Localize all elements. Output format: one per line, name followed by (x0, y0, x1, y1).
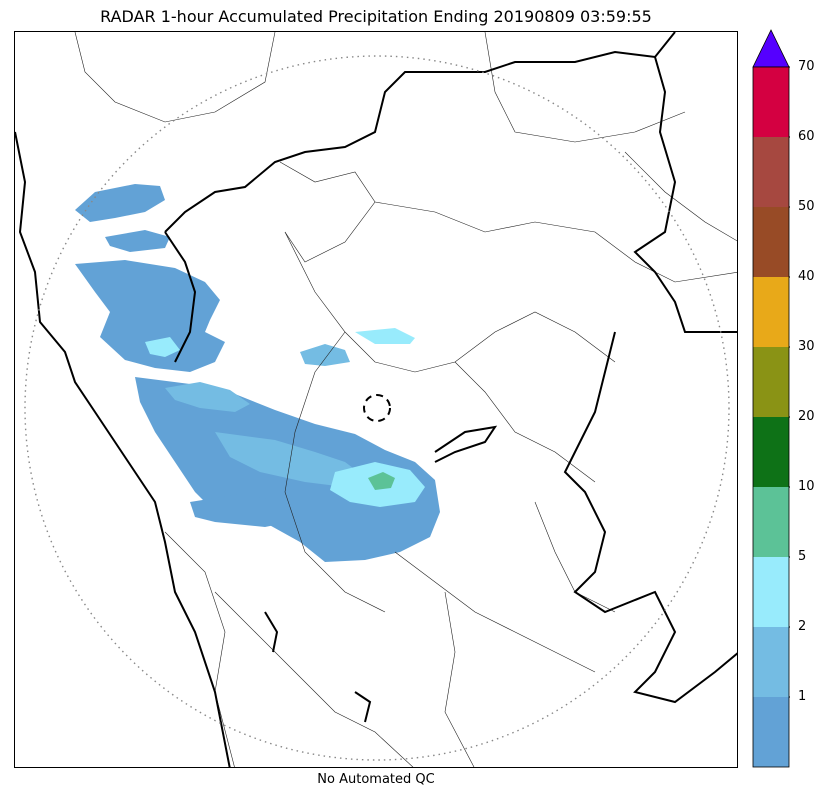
state-boundaries (15, 32, 737, 767)
colorbar-bin (753, 627, 789, 697)
colorbar-tick-label: 40 (798, 269, 815, 284)
radar-site-marker (363, 394, 391, 422)
colorbar-bin (753, 137, 789, 207)
colorbar-overflow-arrow (752, 29, 790, 68)
rain-band-southwest (190, 494, 300, 527)
colorbar-bin (753, 557, 789, 627)
colorbar-tick-label: 60 (798, 129, 815, 144)
colorbar-bin (753, 207, 789, 277)
rain-scatter-north (300, 344, 350, 366)
colorbar-bin (753, 417, 789, 487)
precipitation-layer (75, 184, 440, 562)
colorbar-tick-label: 10 (798, 479, 815, 494)
rain-band-west (75, 260, 225, 372)
rain-streak-south (255, 502, 315, 518)
rain-core-west (145, 337, 180, 357)
colorbar-tick-label: 2 (798, 619, 807, 634)
colorbar-bin (753, 347, 789, 417)
map-canvas (15, 32, 737, 767)
district-boundaries (74, 32, 737, 767)
colorbar-tick-label: 5 (798, 549, 807, 564)
rain-scatter-east (355, 328, 415, 344)
colorbar-bin (753, 697, 789, 767)
radar-range-ring (24, 55, 730, 761)
colorbar-tick-label: 30 (798, 339, 815, 354)
rain-band-north (75, 184, 165, 222)
colorbar-bin (753, 277, 789, 347)
radar-map (14, 31, 738, 768)
colorbar-tick-label: 1 (798, 689, 807, 704)
colorbar-bin (753, 67, 789, 137)
coastline (15, 131, 231, 767)
colorbar-tick-label: 70 (798, 59, 815, 74)
colorbar-tick-label: 20 (798, 409, 815, 424)
colorbar-bin (753, 487, 789, 557)
rain-band-northwest (105, 230, 170, 252)
map-title: RADAR 1-hour Accumulated Precipitation E… (100, 7, 652, 26)
qc-caption: No Automated QC (317, 772, 435, 787)
rain-core-heavy (368, 472, 395, 490)
rain-core-light (165, 382, 250, 412)
colorbar-tick-label: 50 (798, 199, 815, 214)
precipitation-colorbar (752, 29, 790, 768)
rain-core-mid (215, 432, 365, 487)
